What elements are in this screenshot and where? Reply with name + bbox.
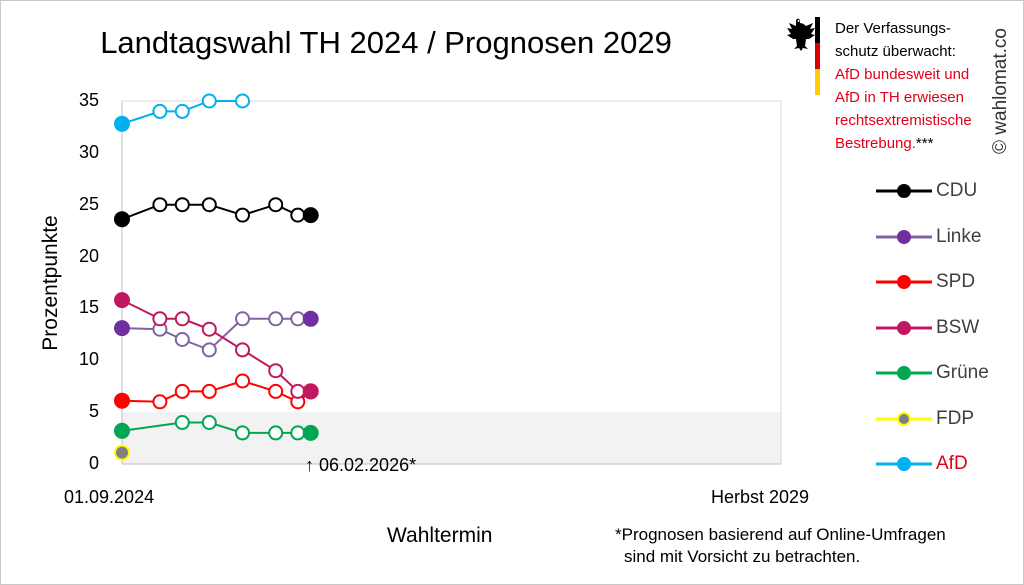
y-tick-label: 15 — [78, 297, 99, 318]
data-point-afd — [114, 115, 130, 132]
legend-swatch-linke — [876, 229, 932, 244]
data-point-linke — [201, 342, 217, 358]
notice-line-5: rechtsextremistische — [835, 112, 972, 129]
current-date-marker: ↑ 06.02.2026* — [305, 455, 417, 475]
notice-line-6: Bestrebung. — [835, 135, 916, 152]
data-point-cdu — [152, 197, 168, 213]
legend-swatch-fdp — [876, 411, 932, 426]
legend-item-bsw: BSW — [874, 316, 1014, 340]
y-axis-label: Prozentpunkte — [39, 215, 62, 351]
data-point-bsw — [235, 342, 250, 358]
data-point-linke — [302, 310, 319, 327]
legend-label-fdp: FDP — [936, 407, 974, 429]
legend-swatch-gr-ne — [876, 366, 932, 380]
legend-label-afd: AfD — [936, 453, 968, 474]
x-start-label: 01.09.2024 — [64, 487, 155, 507]
y-tick-label: 30 — [78, 141, 99, 162]
data-point-gr-ne — [201, 415, 217, 430]
data-point-bsw — [174, 311, 190, 327]
data-point-cdu — [290, 207, 306, 223]
notice-line-3: AfD bundesweit und — [835, 66, 970, 83]
footnote: *Prognosen basierend auf Online-Umfragen… — [615, 524, 1015, 568]
data-point-cdu — [114, 211, 130, 228]
legend-label-gr-ne: Grüne — [936, 362, 989, 383]
legend-swatch-cdu — [876, 184, 932, 198]
shaded-band — [122, 412, 781, 464]
data-point-cdu — [235, 207, 250, 223]
data-point-linke — [235, 311, 250, 327]
legend-item-afd: AfD — [874, 452, 1014, 476]
legend-swatch-spd — [876, 275, 932, 289]
y-tick-label: 35 — [78, 90, 99, 110]
legend-item-linke: Linke — [874, 225, 1014, 249]
copyright-label: © wahlomat.co — [990, 28, 1011, 154]
data-point-linke — [268, 311, 284, 327]
x-end-label: Herbst 2029 — [711, 487, 810, 507]
plot-frame — [121, 100, 782, 465]
chart-title: Landtagswahl TH 2024 / Prognosen 2029 — [100, 25, 672, 60]
data-point-spd — [235, 373, 250, 389]
notice-line-1: Der Verfassungs- — [835, 20, 951, 37]
data-point-gr-ne — [235, 425, 250, 441]
data-point-bsw — [114, 292, 130, 309]
legend-item-gr-ne: Grüne — [874, 361, 1014, 385]
data-point-cdu — [268, 197, 284, 213]
data-point-bsw — [152, 311, 168, 327]
data-point-cdu — [201, 197, 217, 213]
data-point-fdp — [114, 444, 130, 461]
legend-label-linke: Linke — [936, 225, 982, 247]
data-point-bsw — [201, 321, 217, 337]
data-point-afd — [201, 93, 217, 109]
data-point-linke — [114, 320, 130, 337]
data-point-cdu — [302, 207, 319, 224]
verfassungsschutz-notice: Der Verfassungs- schutz überwacht: AfD b… — [835, 17, 1010, 155]
data-point-afd — [152, 103, 168, 119]
data-point-afd — [235, 93, 250, 109]
data-point-bsw — [290, 383, 306, 399]
notice-line-6-suffix: *** — [915, 135, 934, 152]
data-point-cdu — [174, 197, 190, 213]
y-tick-label: 0 — [88, 453, 99, 473]
y-tick-label: 10 — [78, 349, 99, 370]
data-point-spd — [152, 394, 168, 410]
data-point-afd — [174, 103, 190, 119]
x-axis-label: Wahltermin — [387, 524, 493, 547]
legend-label-spd: SPD — [936, 271, 976, 292]
data-point-linke — [174, 332, 190, 347]
data-point-gr-ne — [114, 422, 130, 439]
flag-stripe-red — [815, 43, 820, 69]
federal-emblem — [782, 15, 820, 95]
legend-label-cdu: CDU — [936, 180, 978, 201]
data-point-bsw — [268, 363, 284, 379]
data-point-spd — [201, 383, 217, 399]
series-line-bsw — [121, 299, 311, 393]
legend-swatch-afd — [876, 457, 932, 471]
notice-line-2: schutz überwacht: — [835, 43, 956, 60]
data-point-linke — [290, 311, 306, 327]
data-point-gr-ne — [174, 415, 190, 430]
legend-item-cdu: CDU — [874, 179, 1014, 203]
data-point-gr-ne — [302, 424, 319, 441]
flag-stripe-gold — [815, 69, 820, 95]
legend-item-spd: SPD — [874, 270, 1014, 294]
data-point-spd — [268, 383, 284, 399]
data-point-spd — [114, 392, 130, 409]
y-tick-label: 5 — [88, 401, 99, 422]
footnote-line-1: *Prognosen basierend auf Online-Umfragen — [615, 525, 946, 544]
flag-stripe-black — [815, 17, 820, 43]
y-tick-label: 25 — [78, 193, 99, 214]
data-point-bsw — [302, 383, 319, 400]
data-point-gr-ne — [268, 425, 284, 441]
legend-label-bsw: BSW — [936, 316, 980, 338]
legend-swatch-bsw — [876, 320, 932, 335]
notice-line-4: AfD in TH erwiesen — [835, 89, 964, 106]
footnote-line-2: sind mit Vorsicht zu betrachten. — [624, 547, 861, 566]
data-point-gr-ne — [290, 425, 306, 441]
federal-eagle-icon — [787, 18, 815, 51]
data-point-spd — [174, 383, 190, 399]
y-tick-label: 20 — [78, 245, 99, 266]
legend-item-fdp: FDP — [874, 407, 1014, 431]
